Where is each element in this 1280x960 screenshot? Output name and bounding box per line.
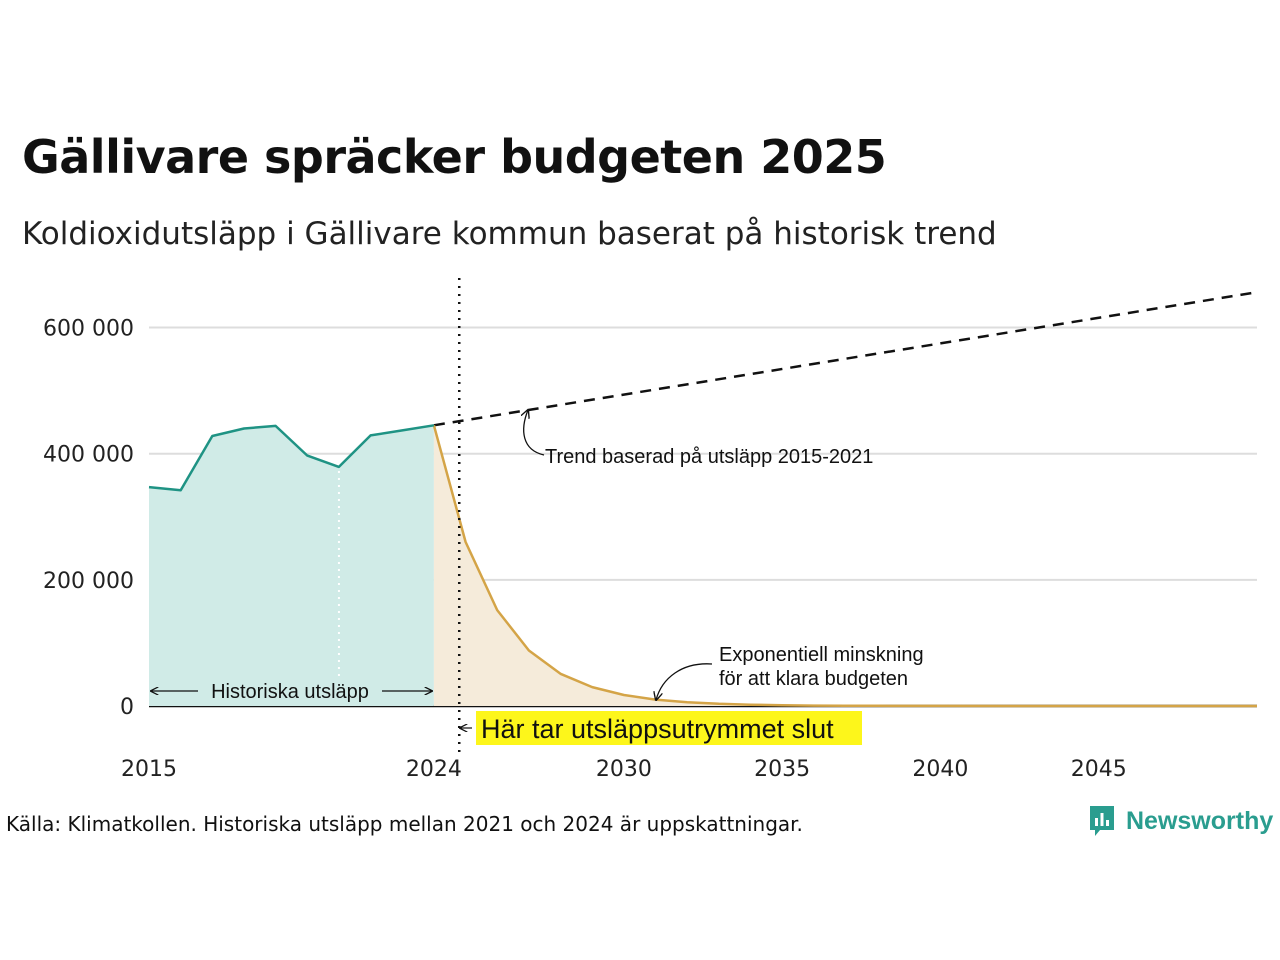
budget-end-highlight: [476, 711, 862, 745]
chart-subtitle: Koldioxidutsläpp i Gällivare kommun base…: [22, 216, 997, 252]
x-tick-label: 2030: [596, 757, 652, 782]
historical-label: Historiska utsläpp: [211, 681, 369, 703]
y-tick-label: 600 000: [43, 317, 134, 342]
brand-logo: Newsworthy: [1088, 804, 1273, 838]
historical-line: [148, 424, 435, 492]
budget-arrow: [656, 663, 713, 700]
trend-label: Trend baserad på utsläpp 2015-2021: [545, 446, 873, 468]
trend-line: [433, 290, 1258, 427]
newsworthy-logo-icon: [1090, 806, 1114, 836]
budget-label-line1: Exponentiell minskning: [719, 644, 924, 666]
series-lines: [148, 278, 1258, 752]
y-tick-label: 400 000: [43, 443, 134, 468]
budget-end-label: Här tar utsläppsutrymmet slut: [481, 714, 834, 744]
trend-arrow: [524, 410, 545, 456]
chart-title: Gällivare spräcker budgeten 2025: [22, 130, 887, 184]
annotations: Historiska utsläpp Trend baserad på utslä…: [151, 410, 924, 745]
area-fills: [149, 425, 1257, 706]
x-tick-label: 2035: [754, 757, 810, 782]
x-tick-label: 2015: [121, 757, 177, 782]
y-tick-label: 0: [120, 695, 134, 720]
budget-label-line2: för att klara budgeten: [719, 668, 908, 690]
historical-area: [149, 425, 434, 706]
brand-name: Newsworthy: [1126, 806, 1274, 835]
source-note: Källa: Klimatkollen. Historiska utsläpp …: [6, 812, 803, 836]
budget-area: [433, 425, 1257, 706]
x-tick-label: 2040: [912, 757, 968, 782]
budget-line: [432, 424, 1257, 708]
x-tick-label: 2045: [1071, 757, 1127, 782]
x-tick-label: 2024: [406, 757, 462, 782]
axis-ticks: 0 200 000 400 000 600 000 2015 2024 2030 2035 20…: [43, 317, 1127, 782]
y-tick-label: 200 000: [43, 569, 134, 594]
